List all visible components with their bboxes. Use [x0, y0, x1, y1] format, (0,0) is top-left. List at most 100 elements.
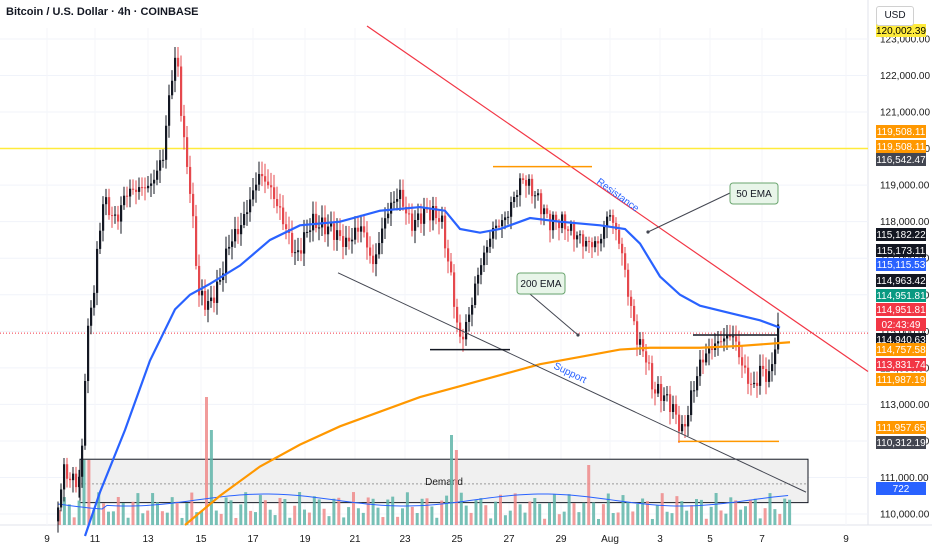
volume-bar — [582, 502, 586, 525]
ema50-callout-pointer — [647, 192, 731, 233]
price-tag-label: 114,963.42 — [876, 276, 926, 287]
volume-bar — [508, 510, 512, 525]
volume-bar — [239, 504, 243, 525]
ema50-callout-dot — [646, 230, 650, 234]
candle-body — [486, 246, 489, 253]
candle-body — [405, 206, 408, 214]
volume-bar — [180, 517, 184, 525]
y-tick-label: 118,000.00 — [880, 217, 930, 228]
candle-body — [330, 223, 333, 227]
currency-button[interactable]: USD — [876, 6, 914, 26]
candle-body — [312, 213, 315, 231]
candle-body — [522, 178, 525, 181]
candle-body — [519, 178, 522, 196]
candle-body — [711, 348, 714, 351]
candle-body — [93, 292, 96, 308]
price-tag-label: 115,115.53 — [877, 260, 926, 271]
volume-bar — [680, 501, 684, 525]
candle-body — [273, 187, 276, 200]
candle-body — [147, 185, 150, 189]
candle-body — [585, 240, 588, 247]
candle-body — [663, 395, 666, 401]
volume-bar — [160, 511, 164, 525]
candle-body — [297, 250, 300, 253]
volume-bar — [646, 501, 649, 525]
candle-body — [261, 174, 264, 177]
candle-body — [216, 281, 219, 303]
candle-body — [90, 307, 93, 326]
ema50-callout-box — [729, 182, 779, 205]
volume-bar — [503, 515, 507, 525]
candle-body — [291, 232, 294, 253]
volume-bar — [577, 512, 581, 525]
volume-bar — [298, 492, 302, 525]
volume-bar — [695, 499, 698, 525]
candle-body — [441, 215, 444, 222]
candle-body — [219, 280, 222, 282]
candle-body — [744, 365, 747, 368]
candle-body — [282, 207, 285, 225]
volume-bar — [200, 511, 204, 525]
volume-bar — [136, 493, 140, 525]
volume-bar — [268, 509, 272, 525]
volume-bar — [621, 495, 625, 525]
volume-bar — [744, 506, 747, 525]
candle-body — [453, 272, 456, 307]
volume-bar — [352, 492, 355, 525]
candle-body — [717, 341, 720, 344]
candle-body — [432, 206, 435, 221]
volume-bar — [214, 510, 218, 525]
candle-body — [552, 214, 555, 231]
candle-body — [153, 179, 156, 184]
volume-bar — [244, 492, 248, 525]
candle-body — [630, 296, 633, 306]
candle-body — [234, 228, 237, 242]
volume-bar — [312, 496, 316, 525]
x-tick-label: 19 — [299, 534, 311, 545]
candle-body — [471, 304, 474, 315]
candle-body — [300, 250, 303, 254]
candle-body — [645, 351, 648, 363]
x-tick-label: 9 — [843, 534, 849, 545]
candle-body — [501, 220, 504, 227]
price-tag-label: 119,508.11 — [877, 127, 926, 138]
volume-bar — [734, 500, 738, 525]
volume-bar — [293, 505, 297, 525]
price-tag-bg — [876, 436, 926, 449]
volume-bar — [597, 518, 600, 525]
candle-body — [66, 464, 69, 479]
volume-bar — [660, 493, 664, 525]
candle-body — [396, 198, 399, 202]
volume-bar — [626, 502, 630, 525]
candle-body — [72, 473, 75, 481]
volume-bar — [631, 511, 635, 525]
candle-body — [570, 223, 573, 231]
candle-body — [642, 339, 645, 352]
price-tag-bg — [876, 318, 926, 331]
chart-title: Bitcoin / U.S. Dollar · 4h · COINBASE — [6, 6, 199, 18]
y-tick-label: 119,000.00 — [880, 181, 930, 192]
candle-body — [591, 242, 594, 248]
candle-body — [531, 178, 534, 197]
volume-bar — [714, 493, 718, 525]
candle-body — [558, 221, 561, 229]
candle-body — [690, 390, 693, 416]
candle-body — [423, 207, 426, 224]
volume-bar — [552, 494, 556, 525]
price-tag-bg — [876, 289, 926, 302]
candle-body — [390, 202, 393, 214]
volume-bar — [111, 511, 115, 525]
candle-body — [87, 325, 90, 381]
x-tick-label: 29 — [555, 534, 567, 545]
candle-body — [366, 232, 369, 248]
candle-body — [345, 237, 348, 247]
volume-bar — [386, 499, 390, 525]
price-tag-bg — [876, 421, 926, 434]
candle-body — [126, 195, 129, 197]
price-tag-bg — [876, 343, 926, 356]
candle-body — [393, 201, 396, 203]
price-tag-bg — [876, 482, 926, 495]
volume-bar — [425, 498, 429, 525]
candle-body — [417, 213, 420, 220]
